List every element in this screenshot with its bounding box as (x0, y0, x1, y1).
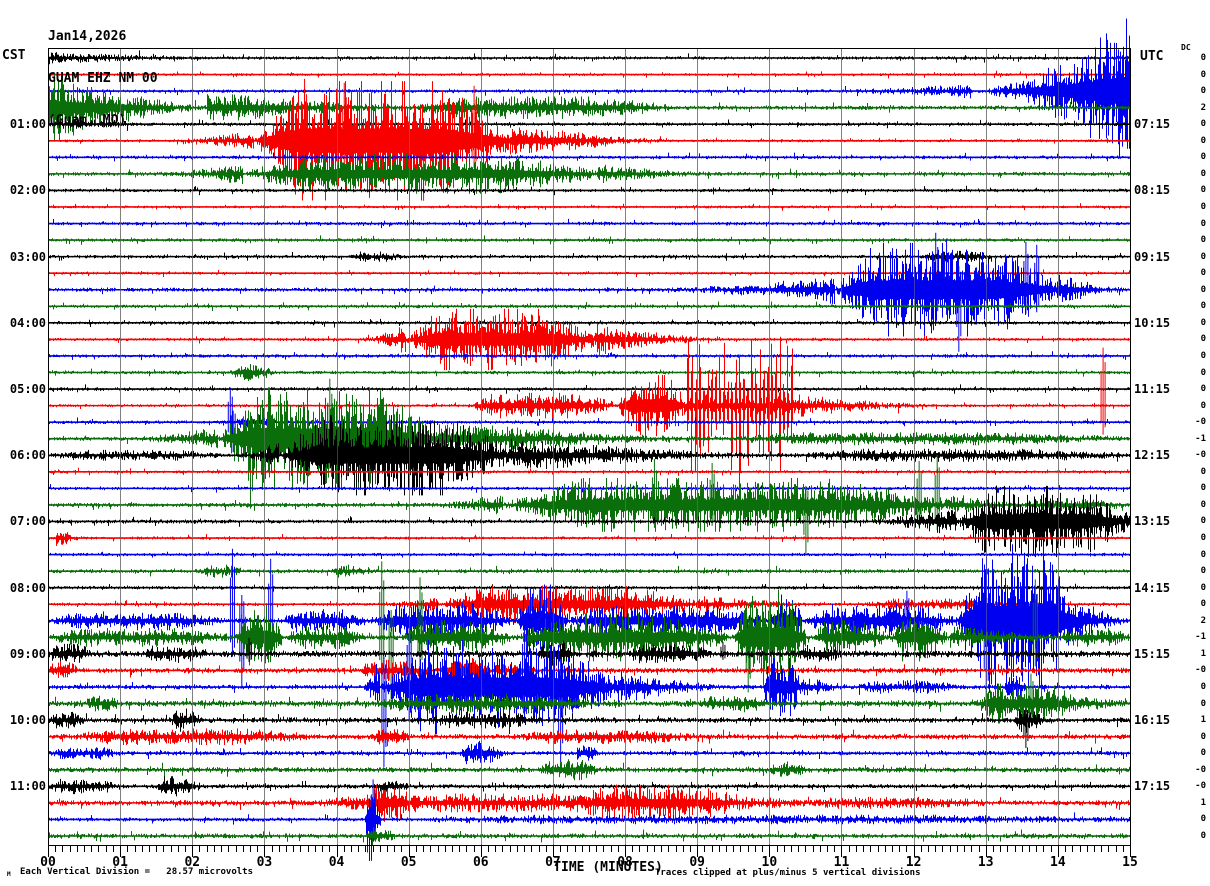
dc-value: -1 (1195, 433, 1206, 444)
x-tick-label: 08 (617, 855, 633, 870)
right-hour-label: 17:15 (1134, 779, 1171, 794)
left-hour-label: 03:00 (9, 249, 46, 264)
x-axis-title: TIME (MINUTES) (553, 860, 663, 875)
left-hour-label: 05:00 (9, 382, 46, 397)
dc-value: 0 (1200, 599, 1206, 610)
right-hour-label: 13:15 (1134, 514, 1171, 529)
dc-value: 0 (1200, 268, 1206, 279)
dc-value: 0 (1200, 682, 1206, 692)
title-station: GUAM EHZ NM 00 (48, 71, 158, 86)
x-tick-label: 09 (689, 855, 706, 870)
scale-note: Each Vertical Division = 28.57 microvolt… (20, 867, 253, 877)
dc-value: 0 (1200, 301, 1206, 312)
dc-value: 1 (1200, 648, 1206, 659)
dc-value: 0 (1200, 53, 1206, 63)
dc-value: 0 (1200, 218, 1206, 229)
x-tick-label: 14 (1050, 855, 1066, 870)
dc-value: 0 (1200, 185, 1206, 196)
dc-value: 0 (1200, 284, 1206, 295)
left-hour-label: 04:00 (9, 315, 46, 330)
dc-value: 0 (1200, 566, 1206, 577)
right-timezone-label: UTC (1140, 49, 1164, 64)
dc-value: -0 (1195, 450, 1206, 461)
dc-value: 0 (1200, 731, 1206, 742)
x-tick-label: 12 (905, 855, 922, 870)
left-hour-label: 02:00 (9, 183, 46, 198)
dc-value: 0 (1200, 317, 1206, 328)
dc-value: 0 (1200, 499, 1206, 510)
right-hour-label: 09:15 (1134, 249, 1171, 264)
dc-value: 0 (1200, 516, 1206, 527)
dc-value: 0 (1200, 334, 1206, 345)
dc-value: 1 (1200, 715, 1206, 726)
dc-value: 0 (1200, 235, 1206, 246)
dc-column-header: DC (1181, 43, 1191, 52)
right-hour-label: 10:15 (1134, 315, 1171, 330)
dc-value: 0 (1200, 168, 1206, 179)
right-hour-label: 12:15 (1134, 448, 1171, 463)
x-tick-label: 07 (545, 855, 561, 870)
title-block: Jan14,2026 GUAM EHZ NM 00 (Guam, MO) (48, 2, 158, 156)
dc-value: 0 (1200, 69, 1206, 80)
dc-value: -0 (1195, 417, 1206, 428)
dc-value: -0 (1195, 781, 1206, 792)
dc-value: 2 (1200, 615, 1206, 626)
right-hour-label: 11:15 (1134, 382, 1171, 397)
watermark-glyph: M (7, 871, 11, 878)
right-hour-label: 08:15 (1134, 183, 1171, 198)
x-tick-label: 06 (472, 855, 489, 870)
x-tick-label: 11 (833, 855, 850, 870)
dc-value: 0 (1200, 152, 1206, 163)
dc-value: 0 (1200, 350, 1206, 361)
dc-value: -0 (1195, 665, 1206, 676)
dc-value: 0 (1200, 582, 1206, 593)
dc-value: 0 (1200, 135, 1206, 146)
x-tick-label: 13 (977, 855, 994, 870)
dc-value: 0 (1200, 814, 1206, 825)
left-hour-label: 06:00 (9, 448, 46, 463)
dc-value: 0 (1200, 119, 1206, 130)
dc-value: 0 (1200, 549, 1206, 560)
x-tick-label: 15 (1122, 855, 1138, 870)
dc-value: 0 (1200, 533, 1206, 544)
left-hour-label: 11:00 (9, 779, 46, 794)
right-hour-label: 15:15 (1134, 646, 1171, 661)
x-tick-label: 02 (184, 855, 201, 870)
clipping-note: Traces clipped at plus/minus 5 vertical … (655, 868, 921, 878)
right-hour-label: 14:15 (1134, 580, 1171, 595)
x-tick-label: 00 (40, 855, 56, 870)
dc-value: -1 (1195, 632, 1206, 643)
x-tick-label: 05 (400, 855, 417, 870)
dc-value: 0 (1200, 367, 1206, 378)
right-hour-label: 07:15 (1134, 117, 1171, 132)
right-hour-label: 16:15 (1134, 713, 1171, 728)
dc-value: 0 (1200, 483, 1206, 494)
dc-value: 0 (1200, 830, 1206, 841)
dc-value: -0 (1195, 764, 1206, 775)
x-tick-label: 10 (761, 855, 778, 870)
left-hour-label: 01:00 (9, 117, 46, 132)
dc-value: 0 (1200, 251, 1206, 262)
x-tick-label: 03 (256, 855, 273, 870)
x-tick-label: 01 (112, 855, 128, 870)
dc-value: 0 (1200, 384, 1206, 395)
title-location: (Guam, MO) (48, 113, 127, 128)
left-hour-label: 10:00 (9, 713, 46, 728)
title-date: Jan14,2026 (48, 29, 127, 44)
x-tick-label: 04 (328, 855, 345, 870)
left-hour-label: 08:00 (9, 580, 46, 595)
dc-value: 0 (1200, 400, 1206, 411)
dc-value: 0 (1200, 698, 1206, 709)
left-hour-label: 07:00 (9, 514, 46, 529)
dc-value: 0 (1200, 466, 1206, 477)
dc-value: 0 (1200, 201, 1206, 212)
dc-value: 1 (1200, 797, 1206, 808)
dc-value: 0 (1200, 748, 1206, 759)
left-timezone-label: CST (2, 48, 26, 63)
dc-value: 0 (1200, 86, 1206, 97)
dc-value: 2 (1200, 102, 1206, 113)
left-hour-label: 09:00 (9, 646, 46, 661)
